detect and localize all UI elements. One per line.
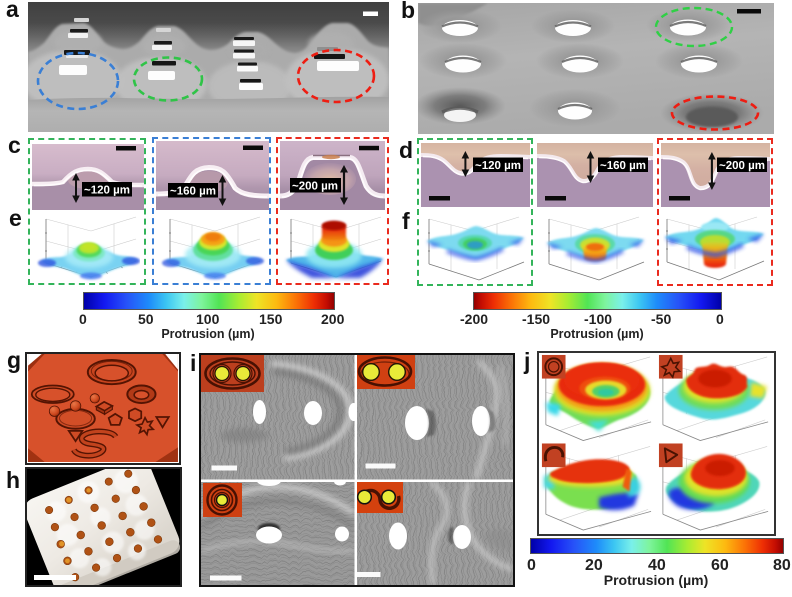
svg-text:~120 µm: ~120 µm: [84, 185, 130, 197]
svg-text:~200 µm: ~200 µm: [719, 160, 765, 172]
svg-text:~200 µm: ~200 µm: [292, 181, 338, 193]
svg-text:~160 µm: ~160 µm: [600, 160, 646, 172]
svg-text:~160 µm: ~160 µm: [170, 186, 216, 198]
svg-text:~120 µm: ~120 µm: [475, 160, 521, 172]
